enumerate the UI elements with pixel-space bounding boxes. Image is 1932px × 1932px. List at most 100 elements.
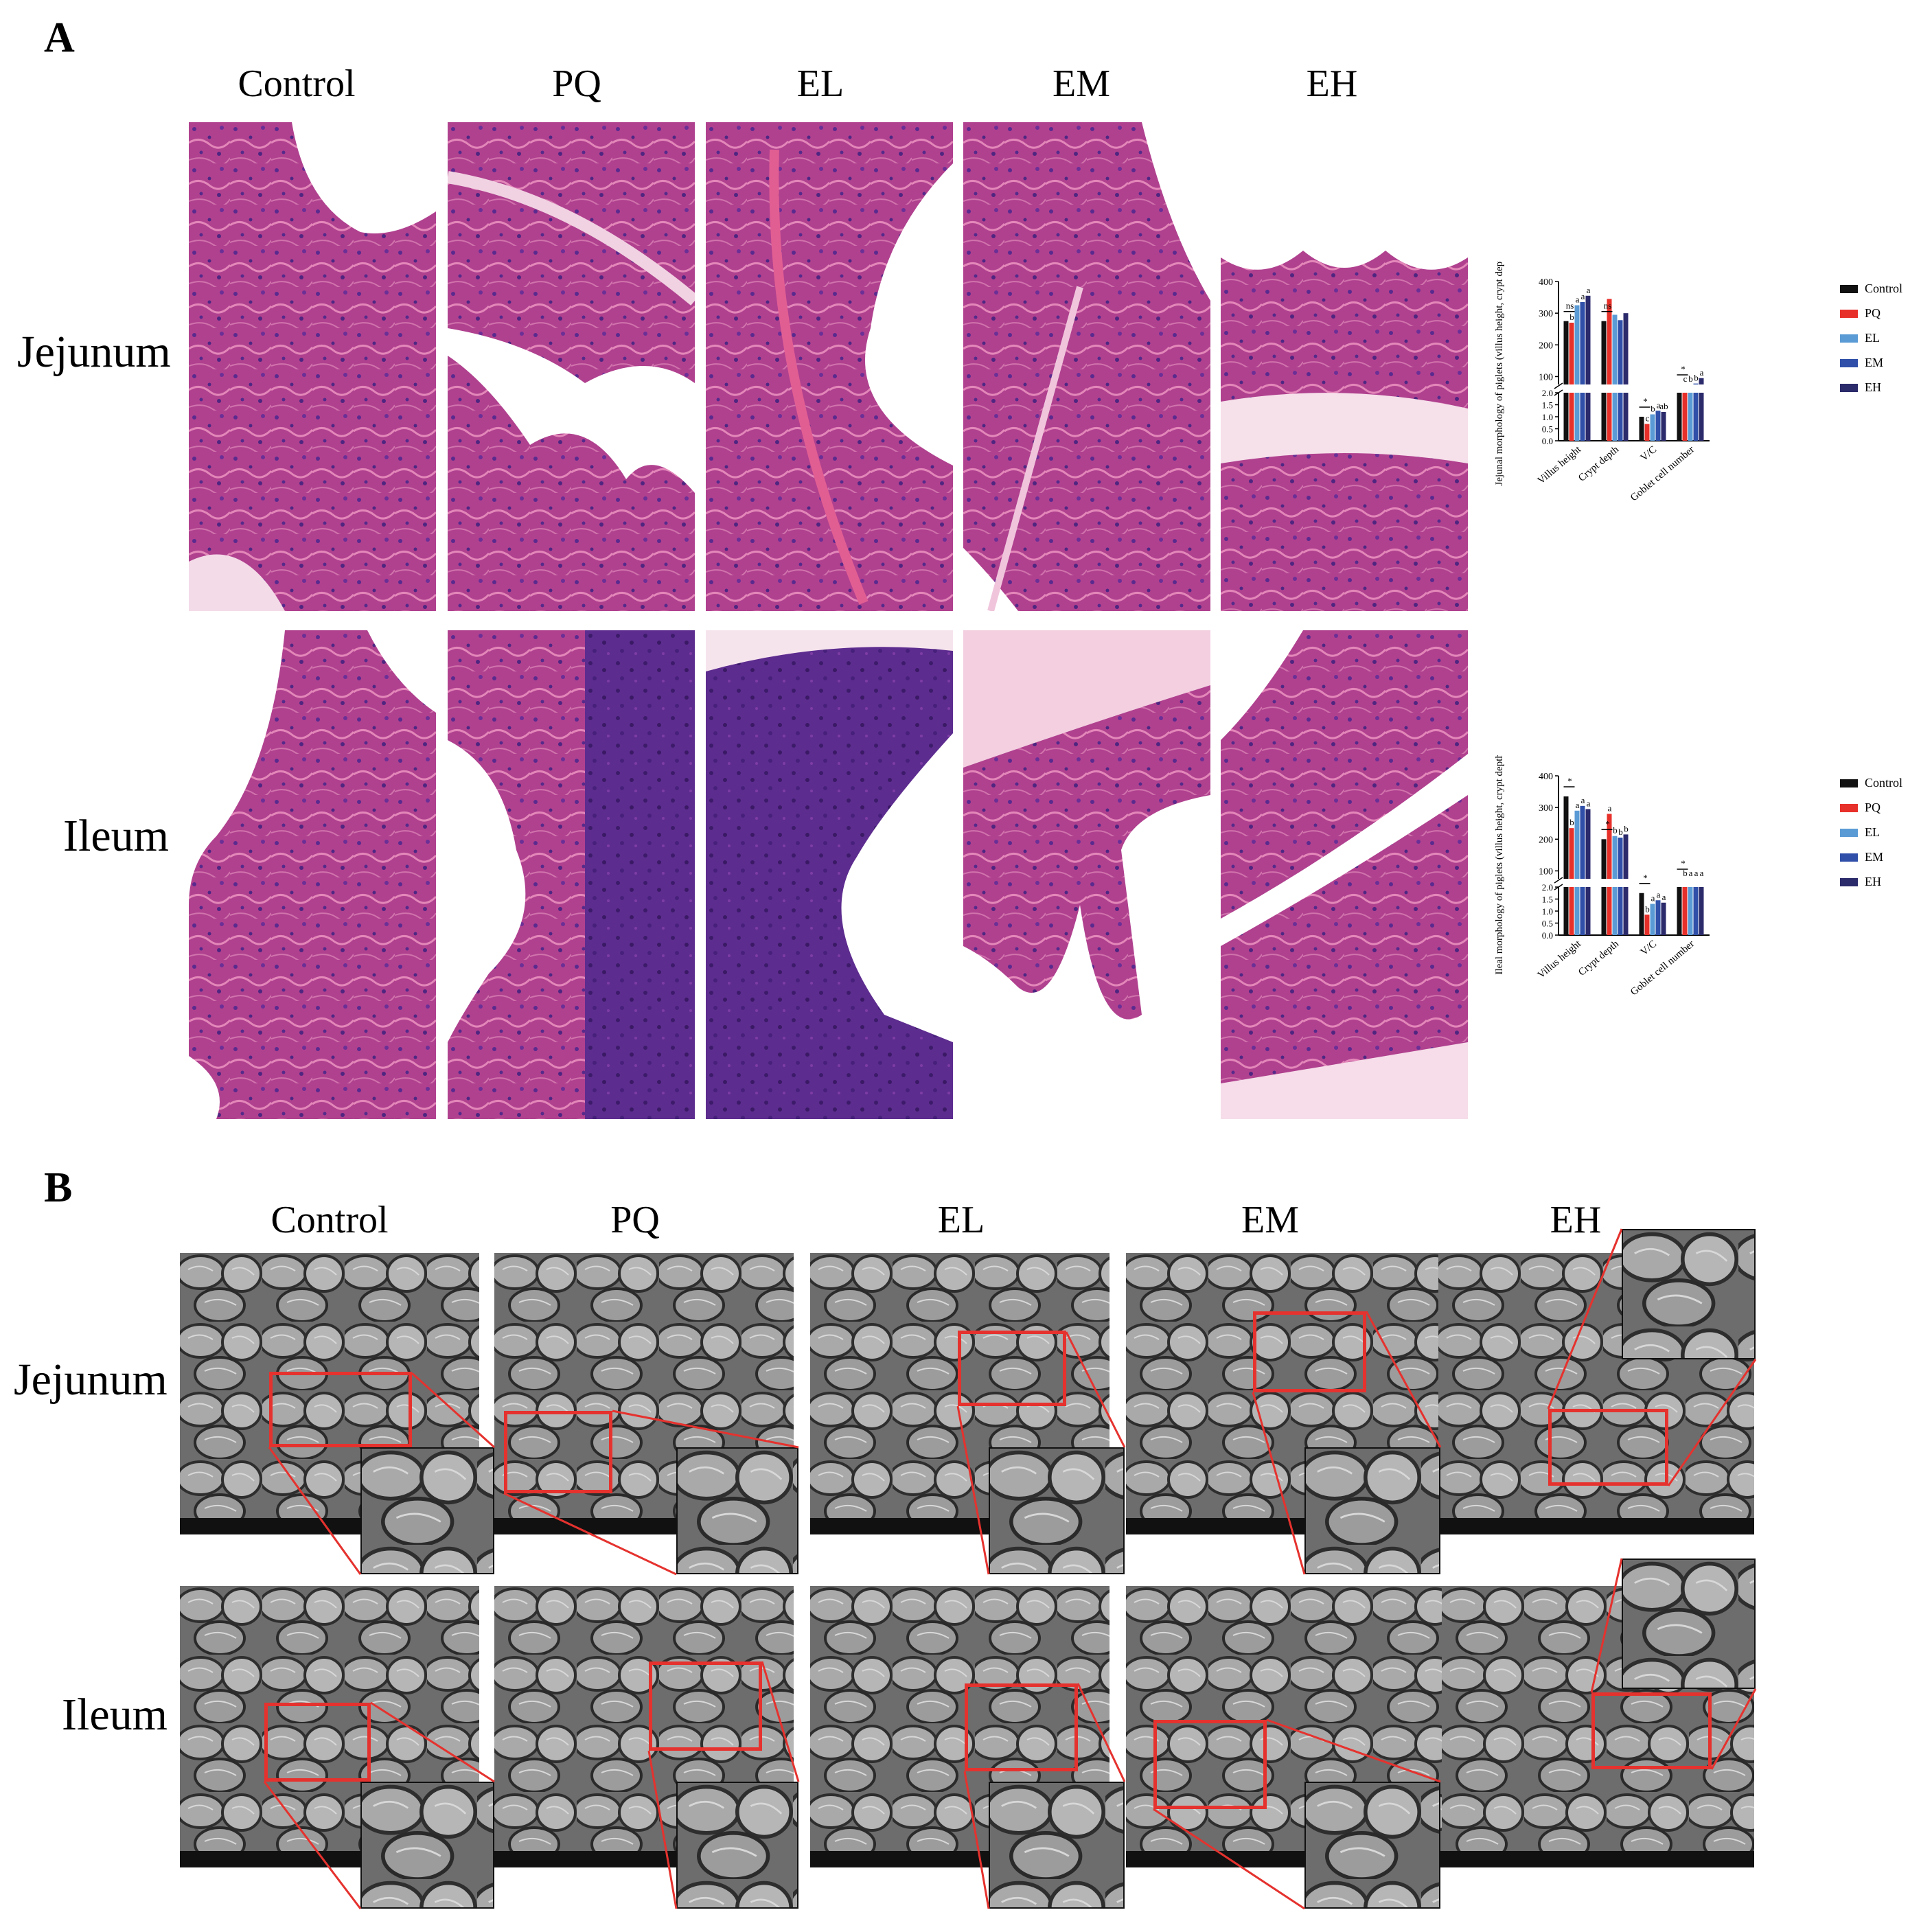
bar-eh (1623, 313, 1629, 384)
bar-pq-lower (1682, 887, 1688, 935)
bar-em-lower (1618, 887, 1623, 935)
axis-break-mark (1554, 382, 1563, 389)
bar-pq-lower (1569, 887, 1574, 935)
bar-pq (1607, 814, 1612, 879)
significance-label: ns (1566, 301, 1574, 311)
bar-el-lower (1612, 393, 1618, 441)
significance-label: a (1651, 893, 1655, 904)
axis-y-label: Jejunal morphology of piglets (villus he… (1494, 261, 1505, 486)
significance-label: c (1646, 413, 1650, 424)
axis-y-tick-label: 2.0 (1542, 388, 1553, 398)
panel-b-row-jejunum: Jejunum (14, 1355, 168, 1405)
significance-label: a (1662, 892, 1666, 902)
panel-a-col-el: EL (796, 62, 844, 105)
legend-label-pq: PQ (1865, 306, 1881, 320)
bar-em-lower (1580, 393, 1585, 441)
significance-label: * (1605, 818, 1610, 829)
significance-label: a (1587, 285, 1591, 295)
panel-a-col-pq: PQ (552, 62, 601, 105)
legend-label-eh: EH (1865, 875, 1881, 888)
he-ileum-pq (448, 630, 695, 1119)
significance-label: a (1576, 800, 1580, 810)
bar-el (1650, 904, 1655, 935)
panel-b-col-eh: EH (1550, 1199, 1602, 1241)
legend-swatch-control (1840, 285, 1858, 293)
roi-box (1253, 1311, 1366, 1392)
bar-em-lower (1618, 393, 1623, 441)
bar-pq (1569, 323, 1574, 384)
significance-label: b (1569, 817, 1574, 827)
significance-label: b (1624, 823, 1629, 833)
legend-label-el: EL (1865, 331, 1880, 345)
panel-b-col-pq: PQ (610, 1199, 660, 1241)
bar-eh-lower (1585, 887, 1591, 935)
bar-pq-lower (1682, 393, 1688, 441)
significance-label: a (1657, 889, 1661, 899)
significance-label: ns (1604, 301, 1612, 311)
sem-inset (1622, 1559, 1756, 1689)
sem-inset (1304, 1782, 1440, 1909)
bar-eh (1699, 378, 1704, 384)
significance-label: c (1683, 373, 1688, 384)
significance-label: a (1587, 798, 1591, 808)
sem-inset (1622, 1229, 1756, 1359)
significance-label: a (1608, 803, 1612, 813)
legend-swatch-pq (1840, 804, 1858, 812)
axis-y-tick-label: 400 (1539, 772, 1553, 782)
significance-label: * (1643, 873, 1648, 883)
chart-ileal-morphology: Ileal morphology of piglets (villus heig… (1494, 755, 1902, 998)
legend-swatch-em (1840, 853, 1858, 862)
bar-control-lower (1677, 393, 1682, 441)
significance-label: a (1700, 868, 1704, 878)
bar-el (1650, 414, 1655, 441)
bar-em (1580, 302, 1585, 384)
bar-em-lower (1580, 887, 1585, 935)
bar-em-lower (1693, 887, 1699, 935)
bar-pq-lower (1569, 393, 1574, 441)
bar-em (1618, 838, 1623, 879)
bar-em (1618, 320, 1623, 384)
bar-eh-lower (1585, 393, 1591, 441)
axis-y-tick-label: 100 (1539, 866, 1553, 877)
bar-eh-lower (1623, 393, 1629, 441)
legend-swatch-pq (1840, 310, 1858, 318)
panel-b-col-em: EM (1241, 1199, 1299, 1241)
axis-y-tick-label: 0.0 (1542, 436, 1553, 446)
chart-jejunal-morphology: Jejunal morphology of piglets (villus he… (1494, 261, 1902, 503)
significance-label: b (1683, 868, 1688, 878)
significance-label: a (1581, 795, 1585, 805)
significance-label: * (1567, 776, 1572, 786)
axis-y-tick-label: 1.0 (1542, 906, 1553, 917)
he-ileum-control (189, 630, 436, 1119)
bar-pq (1569, 828, 1574, 879)
panel-a-col-eh: EH (1306, 62, 1358, 105)
significance-label: a (1581, 291, 1585, 301)
significance-label: b (1618, 827, 1623, 837)
significance-label: b (1688, 373, 1693, 384)
bar-el-lower (1574, 887, 1580, 935)
he-jejunum-em (963, 122, 1210, 611)
roi-box (1153, 1720, 1267, 1809)
bar-el-lower (1688, 887, 1693, 935)
axis-y-tick-label: 200 (1539, 835, 1553, 845)
bar-eh-lower (1623, 887, 1629, 935)
he-ileum-em (963, 630, 1210, 1119)
bar-control-lower (1601, 887, 1607, 935)
panel-b-col-el: EL (937, 1199, 985, 1241)
sem-inset (989, 1782, 1125, 1909)
bar-eh-lower (1699, 887, 1704, 935)
bar-control-lower (1677, 887, 1682, 935)
roi-box (1548, 1409, 1668, 1486)
axis-break-mark (1554, 877, 1563, 884)
axis-y-tick-label: 2.0 (1542, 882, 1553, 893)
bar-em (1655, 411, 1661, 441)
significance-label: b (1651, 404, 1655, 414)
bar-el-lower (1612, 887, 1618, 935)
legend-swatch-el (1840, 334, 1858, 343)
roi-box (269, 1372, 412, 1447)
significance-label: b (1694, 373, 1699, 383)
panel-a-row-jejunum: Jejunum (17, 327, 171, 377)
panel-a-col-control: Control (238, 62, 356, 105)
bar-control (1639, 893, 1644, 935)
